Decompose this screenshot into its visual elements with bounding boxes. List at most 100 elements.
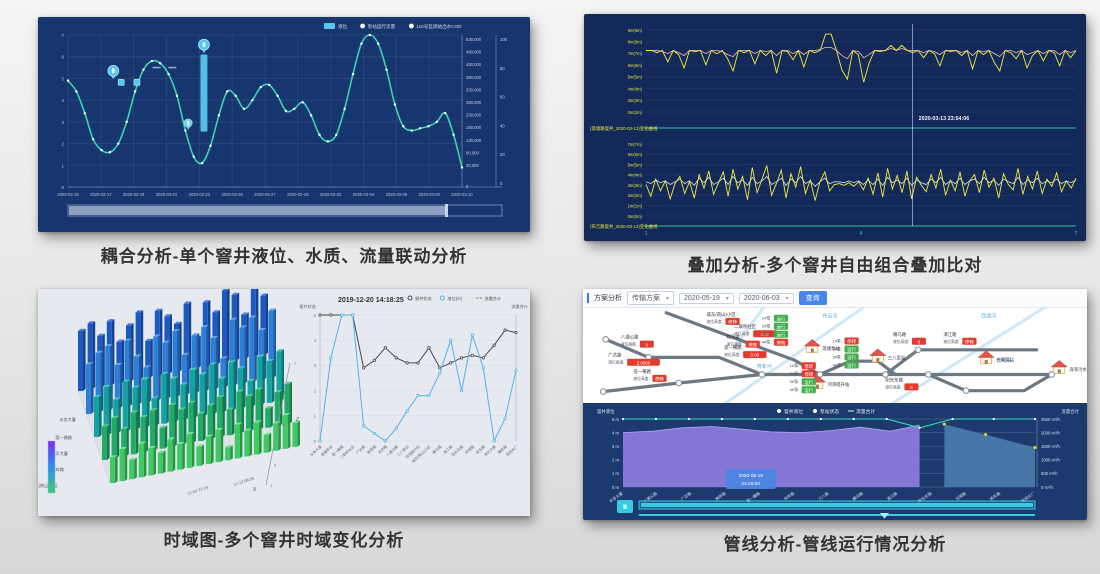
pipe-junction-node[interactable] — [882, 371, 889, 378]
svg-text:液位高度:: 液位高度: — [608, 360, 624, 365]
status-badge — [639, 340, 654, 348]
svg-text:运行: 运行 — [847, 346, 856, 353]
pump-station-icon[interactable] — [869, 348, 887, 363]
coupling-chart[interactable]: 2020-02-15 2020-02-17 2020-02-19 2020-02-21… — [38, 17, 530, 232]
slider-tooltip: 2020-05-19 02:26:00 — [725, 469, 776, 489]
svg-text:莲塘泵站: 莲塘泵站 — [822, 345, 840, 352]
scheme-select[interactable]: 传输方案 ▾ — [627, 291, 675, 305]
svg-text:莲一横路: 莲一横路 — [633, 368, 651, 375]
svg-text:停转: 停转 — [777, 339, 786, 346]
svg-text:运行: 运行 — [804, 387, 813, 394]
svg-text:230,000: 230,000 — [466, 113, 482, 118]
event-bar — [200, 54, 208, 132]
svg-text:1: 1 — [645, 231, 648, 237]
pump-station-icon[interactable] — [977, 350, 995, 365]
svg-text:Z: Z — [296, 417, 299, 423]
svg-text:2: 2 — [274, 463, 277, 468]
date-from-select[interactable]: 2020-05-19 ▾ — [679, 292, 734, 304]
svg-text:6: 6 — [290, 381, 293, 386]
svg-text:华侨路: 华侨路 — [783, 491, 796, 502]
overlay-series — [645, 175, 1077, 187]
date-to-select[interactable]: 2020-06-03 ▾ — [738, 292, 794, 304]
svg-text:液位高度:: 液位高度: — [724, 352, 740, 357]
caption-domain: 时域图-多个窨井时域变化分析 — [163, 531, 405, 550]
date-to-value: 2020-06-03 — [743, 294, 780, 302]
svg-text:停转: 停转 — [804, 363, 813, 370]
svg-text:0: 0 — [61, 185, 64, 190]
chevron-down-icon: ▾ — [785, 295, 789, 302]
status-badge — [844, 353, 859, 361]
pump-station-icon[interactable] — [803, 339, 822, 353]
svg-text:流量合计: 流量合计 — [1061, 408, 1079, 415]
svg-text:停转: 停转 — [847, 338, 856, 345]
overlay-chart[interactable]: 9m(9m) 8m(8m) 7m(7m) 6m(6m) 5m(5m) 4m(4m) 3m(3… — [584, 14, 1086, 241]
pipeline-toolbar: 方案分析 传输方案 ▾ 2020-05-19 ▾ 2020-06-03 ▾ 查询 — [583, 289, 1087, 308]
pipe-junction-node[interactable] — [602, 336, 610, 343]
query-button[interactable]: 查询 — [798, 291, 827, 305]
svg-text:2020-03-10: 2020-03-10 — [451, 192, 473, 197]
status-badge — [773, 314, 789, 322]
coupling-legend[interactable]: 液位 泵站运行流量 110号监测站出水COD — [324, 23, 462, 30]
svg-text:2 m: 2 m — [612, 458, 619, 463]
svg-text:X: X — [253, 487, 257, 493]
datazoom-slider[interactable] — [67, 204, 503, 217]
svg-text:液位高度:: 液位高度: — [885, 384, 901, 389]
svg-text:1#泵:: 1#泵: — [762, 316, 772, 321]
svg-text:3: 3 — [278, 442, 281, 447]
svg-text:1#泵:: 1#泵: — [790, 363, 800, 368]
balloon-marker — [107, 64, 120, 80]
svg-text:6m(6m): 6m(6m) — [628, 63, 643, 68]
play-button[interactable] — [617, 500, 633, 513]
svg-text:停转: 停转 — [804, 371, 813, 378]
svg-text:60: 60 — [500, 95, 505, 100]
chevron-down-icon: ▾ — [725, 295, 729, 302]
pipe-junction-node[interactable] — [962, 387, 970, 394]
pipe-junction-node[interactable] — [1048, 371, 1056, 378]
status-badge — [911, 337, 926, 345]
flow-legend[interactable]: 窨井液位 泵站状态 流量合计 — [777, 408, 875, 415]
balloon-marker — [183, 118, 193, 130]
svg-text:500 m³/h: 500 m³/h — [1041, 471, 1058, 476]
timeline-slider[interactable]: Ⅱ — [617, 500, 1036, 519]
svg-text:430,000: 430,000 — [466, 62, 482, 67]
datazoom-handle[interactable] — [445, 204, 448, 217]
svg-text:0: 0 — [500, 181, 503, 186]
svg-text:02:26:00: 02:26:00 — [741, 481, 760, 487]
svg-text:光明路: 光明路 — [954, 491, 967, 502]
svg-text:水务大厦: 水务大厦 — [59, 416, 76, 423]
domain-charts[interactable]: 7654321Z水务大厦莲一横路湖贝大厦横岭路城东(南山)小区Y12-04 22… — [38, 289, 530, 516]
pipeline-flow-chart[interactable]: 窨井液位 泵站状态 流量合计 窨井液位 流量合计 5 m 4 m 3 m 2 m 1 m 0 m 25… — [583, 403, 1087, 520]
coupling-line-series — [67, 34, 463, 168]
pipe-junction-node[interactable] — [599, 388, 607, 395]
svg-text:莲一横路: 莲一横路 — [724, 344, 742, 351]
svg-text:清江路: 清江路 — [943, 331, 957, 338]
svg-text:城东(南山)小区: 城东(南山)小区 — [706, 311, 736, 318]
svg-text:2020-02-25: 2020-02-25 — [221, 192, 243, 197]
svg-text:泵站运行流量: 泵站运行流量 — [368, 23, 396, 30]
pipe-junction-node[interactable] — [914, 346, 922, 354]
svg-text:窨井液位: 窨井液位 — [597, 408, 615, 415]
svg-text:4m(4m): 4m(4m) — [628, 173, 643, 178]
svg-text:运行: 运行 — [777, 315, 786, 322]
pipe-junction-node[interactable] — [675, 379, 683, 387]
pipe-junction-node[interactable] — [924, 371, 932, 378]
svg-text:4: 4 — [282, 422, 285, 427]
status-badge — [844, 337, 859, 345]
svg-text:7m(7m): 7m(7m) — [628, 142, 643, 147]
pipe-junction-node[interactable] — [758, 371, 766, 378]
slider-handle[interactable] — [880, 513, 889, 519]
status-badge — [753, 330, 777, 338]
pump-station-icon[interactable] — [1050, 360, 1069, 374]
river-line — [723, 308, 866, 403]
svg-text:3#泵:: 3#泵: — [790, 379, 800, 384]
svg-text:横马路: 横马路 — [893, 331, 907, 338]
svg-text:布吉河: 布吉河 — [822, 313, 837, 320]
svg-text:2020-02-29: 2020-02-29 — [287, 192, 309, 197]
svg-text:6: 6 — [61, 55, 64, 60]
svg-text:2020-02-23: 2020-02-23 — [189, 192, 211, 197]
status-badge — [844, 361, 859, 369]
svg-text:4.95: 4.95 — [761, 332, 770, 337]
svg-text:0.05: 0.05 — [751, 353, 760, 358]
svg-text:(布吉路窨井_2020-03-13)变化曲线: (布吉路窨井_2020-03-13)变化曲线 — [590, 223, 658, 230]
